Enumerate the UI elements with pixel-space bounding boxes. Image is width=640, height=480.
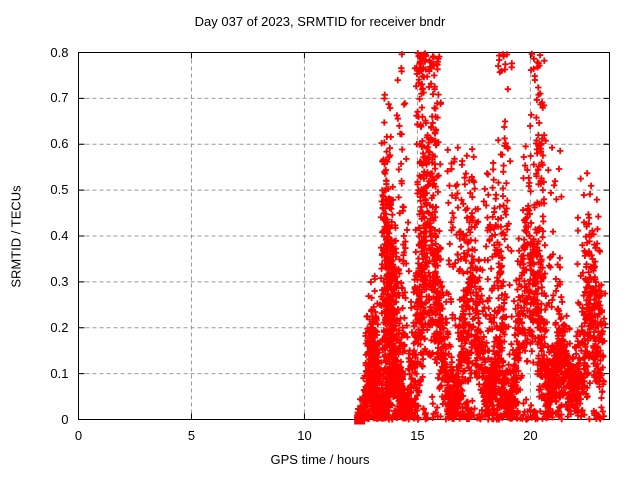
x-tick-label: 10: [297, 427, 312, 443]
x-tick-label: 0: [74, 427, 83, 443]
zero-block-marker: [354, 414, 366, 425]
plot-frame: [78, 52, 610, 420]
y-tick-label: 0.8: [50, 44, 69, 60]
x-tick-label: 5: [187, 427, 196, 443]
y-tick-label: 0.3: [50, 273, 69, 289]
y-tick-label: 0: [61, 411, 69, 427]
y-tick-label: 0.1: [50, 365, 69, 381]
y-tick-label: 0.5: [50, 182, 69, 198]
y-tick-label: 0.6: [50, 136, 69, 152]
x-tick-label: 20: [523, 427, 538, 443]
y-tick-label: 0.4: [50, 228, 69, 243]
chart-title: Day 037 of 2023, SRMTID for receiver bnd…: [194, 14, 446, 29]
data-points: [354, 50, 609, 423]
y-tick-label: 0.7: [50, 90, 69, 106]
x-axis-label: GPS time / hours: [270, 452, 370, 467]
x-tick-label: 15: [410, 427, 425, 443]
y-tick-label: 0.2: [50, 319, 69, 335]
